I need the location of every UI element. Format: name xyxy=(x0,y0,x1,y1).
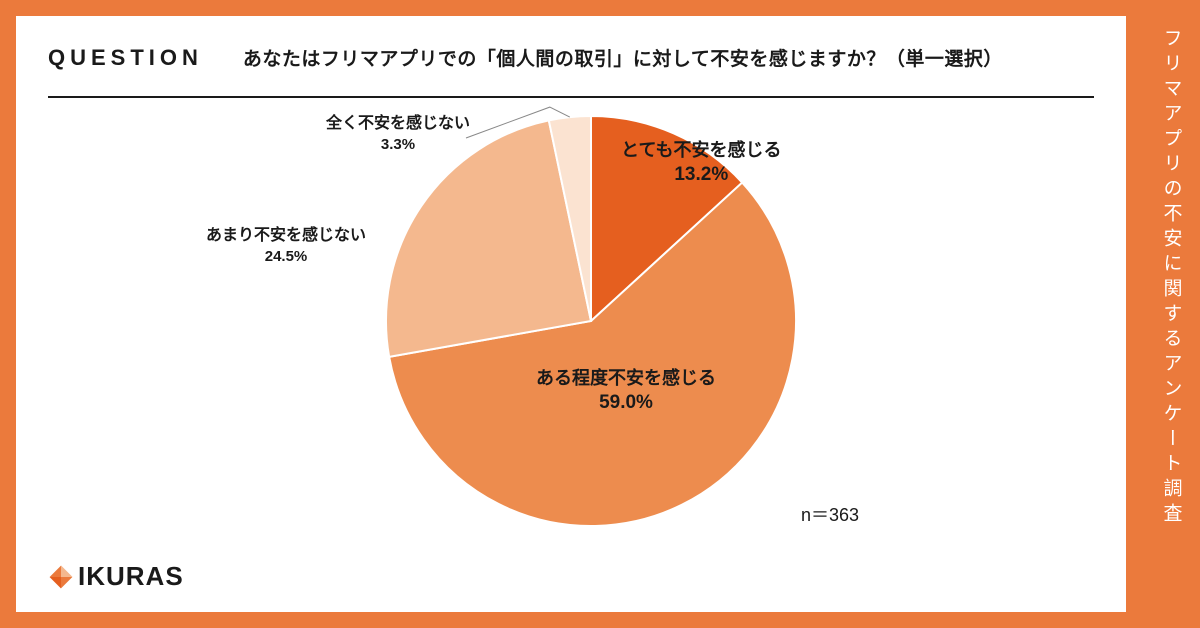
header: QUESTION あなたはフリマアプリでの「個人間の取引」に対して不安を感じます… xyxy=(48,44,1094,71)
slice-label-somewhat-anxious: ある程度不安を感じる 59.0% xyxy=(536,366,716,416)
brand-name: IKURAS xyxy=(78,561,184,592)
header-divider xyxy=(48,96,1094,98)
chart-area: とても不安を感じる 13.2% ある程度不安を感じる 59.0% あまり不安を感… xyxy=(16,106,1126,612)
slice-label-not-very-anxious: あまり不安を感じない 24.5% xyxy=(206,226,366,266)
sidebar-band: フリマアプリの不安に関するアンケート調査 xyxy=(1142,0,1200,628)
slice-label-very-anxious: とても不安を感じる 13.2% xyxy=(621,138,782,188)
main-panel: QUESTION あなたはフリマアプリでの「個人間の取引」に対して不安を感じます… xyxy=(0,0,1142,628)
brand-logo: IKURAS xyxy=(48,561,184,592)
sample-size-label: n＝363 xyxy=(801,501,859,527)
question-text: あなたはフリマアプリでの「個人間の取引」に対して不安を感じますか？（単一選択） xyxy=(243,44,1003,71)
question-label: QUESTION xyxy=(48,45,203,71)
sidebar-title: フリマアプリの不安に関するアンケート調査 xyxy=(1158,28,1185,528)
brand-diamond-icon xyxy=(48,564,74,590)
slice-label-not-anxious: 全く不安を感じない 3.3% xyxy=(326,114,470,154)
outer-frame: フリマアプリの不安に関するアンケート調査 QUESTION あなたはフリマアプリ… xyxy=(0,0,1200,628)
